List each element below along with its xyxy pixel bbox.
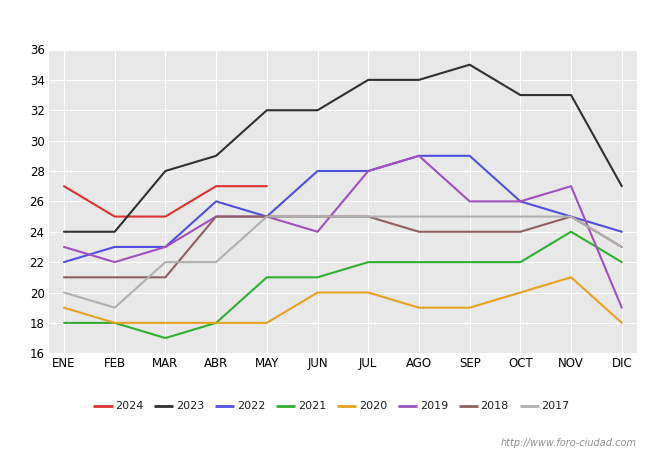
Text: http://www.foro-ciudad.com: http://www.foro-ciudad.com [501,438,637,448]
Text: 2017: 2017 [541,401,570,411]
Text: 2018: 2018 [480,401,509,411]
Text: 2023: 2023 [176,401,204,411]
Text: 2019: 2019 [420,401,448,411]
Text: Afiliados en Hontoria de la Cantera a 31/5/2024: Afiliados en Hontoria de la Cantera a 31… [118,14,532,33]
Text: 2021: 2021 [298,401,326,411]
Text: 2024: 2024 [115,401,144,411]
Text: 2022: 2022 [237,401,265,411]
Text: 2020: 2020 [359,401,387,411]
